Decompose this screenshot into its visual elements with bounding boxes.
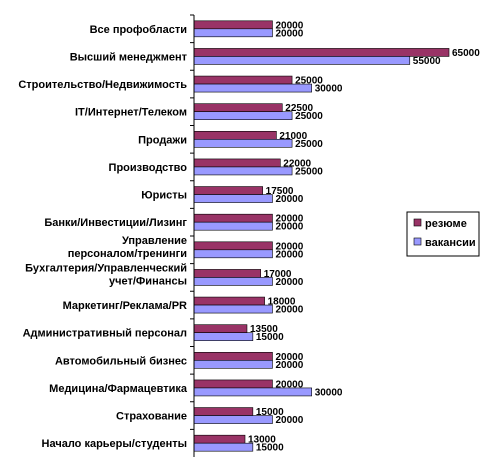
value-label-vacancy: 30000 <box>315 387 343 398</box>
bar-vacancy <box>193 332 254 341</box>
bar-resume <box>193 241 273 251</box>
bar-resume <box>193 20 273 30</box>
category-label: Медицина/Фармацевтика <box>49 383 188 395</box>
category-label: Начало карьеры/студенты <box>42 438 187 450</box>
value-label-vacancy: 20000 <box>275 305 303 316</box>
bar-resume <box>193 269 261 278</box>
value-label-vacancy: 20000 <box>275 194 303 205</box>
value-label-vacancy: 25000 <box>295 139 323 150</box>
value-label-resume: 17500 <box>266 186 294 197</box>
category-label: Высший менеджмент <box>70 51 188 63</box>
bar-vacancy <box>193 194 273 203</box>
bar-resume <box>193 103 283 112</box>
value-label-resume: 20000 <box>275 379 303 390</box>
legend-label-resume: резюме <box>425 218 467 230</box>
bar-vacancy <box>193 442 254 452</box>
bar-vacancy <box>193 166 293 176</box>
value-label-resume: 65000 <box>452 48 480 59</box>
category-label: Маркетинг/Реклама/PR <box>63 300 187 312</box>
bar-vacancy <box>193 56 411 65</box>
category-label: Бухгалтерия/Управленческий учет/Финансы <box>25 262 187 287</box>
legend-swatch-resume <box>413 218 422 227</box>
bar-vacancy <box>193 277 273 286</box>
value-label-resume: 20000 <box>275 241 303 252</box>
value-label-resume: 22500 <box>285 103 313 114</box>
value-label-vacancy: 20000 <box>275 360 303 371</box>
bar-vacancy <box>193 28 273 38</box>
bar-resume <box>193 379 273 389</box>
bar-resume <box>193 352 273 361</box>
bars <box>190 14 450 452</box>
bar-vacancy <box>193 360 273 369</box>
value-label-vacancy: 15000 <box>256 332 284 343</box>
category-label: Страхование <box>116 411 187 423</box>
value-label-resume: 20000 <box>275 214 303 225</box>
bar-resume <box>193 296 265 306</box>
value-label-resume: 13000 <box>248 435 276 446</box>
bar-resume <box>193 131 277 140</box>
bar-resume <box>193 434 246 444</box>
value-label-resume: 13500 <box>250 324 278 335</box>
value-label-vacancy: 30000 <box>315 84 343 95</box>
value-label-vacancy: 20000 <box>275 222 303 233</box>
bar-vacancy <box>193 83 312 93</box>
value-label-resume: 21000 <box>279 131 307 142</box>
value-label-vacancy: 20000 <box>275 249 303 260</box>
category-label: Управление персоналом/тренинги <box>68 235 187 260</box>
category-label: Административный персонал <box>23 328 187 340</box>
value-label-resume: 20000 <box>275 20 303 31</box>
legend: резюме вакансии <box>406 211 480 257</box>
category-label: Производство <box>109 162 188 174</box>
value-label-resume: 25000 <box>295 76 323 87</box>
category-label: Все профобласти <box>90 24 187 36</box>
bar-vacancy <box>193 111 293 120</box>
bar-resume <box>193 213 273 223</box>
value-label-vacancy: 20000 <box>275 415 303 426</box>
bar-vacancy <box>193 221 273 231</box>
value-label-resume: 20000 <box>275 352 303 363</box>
legend-label-vacancy: вакансии <box>425 237 476 249</box>
value-label-vacancy: 25000 <box>295 166 323 177</box>
value-label-vacancy: 15000 <box>256 443 284 454</box>
value-label-resume: 18000 <box>268 297 296 308</box>
bar-resume <box>193 158 281 168</box>
value-label-resume: 15000 <box>256 407 284 418</box>
category-label: Юристы <box>141 190 187 202</box>
category-labels: Все профобласти Высший менеджмент Строител… <box>18 24 188 450</box>
bar-resume <box>193 324 248 333</box>
value-labels: 2000020000650005500025000300002250025000… <box>248 20 480 453</box>
category-label: Строительство/Недвижимость <box>18 79 187 91</box>
bar-vacancy <box>193 139 293 148</box>
value-label-resume: 22000 <box>283 158 311 169</box>
legend-swatch-vacancy <box>413 237 422 246</box>
category-label: Продажи <box>138 134 187 146</box>
value-label-vacancy: 20000 <box>275 28 303 39</box>
bar-resume <box>193 48 450 57</box>
value-label-resume: 17000 <box>264 269 292 280</box>
value-label-vacancy: 25000 <box>295 111 323 122</box>
bar-vacancy <box>193 249 273 259</box>
bar-vacancy <box>193 304 273 314</box>
bar-resume <box>193 407 254 416</box>
category-label: Банки/Инвестиции/Лизинг <box>44 217 187 229</box>
value-label-vacancy: 20000 <box>275 277 303 288</box>
value-label-vacancy: 55000 <box>413 56 441 67</box>
bar-resume <box>193 75 293 85</box>
category-label: Автомобильный бизнес <box>55 355 187 367</box>
category-label: IT/Интернет/Телеком <box>75 107 187 119</box>
bar-resume <box>193 186 263 195</box>
